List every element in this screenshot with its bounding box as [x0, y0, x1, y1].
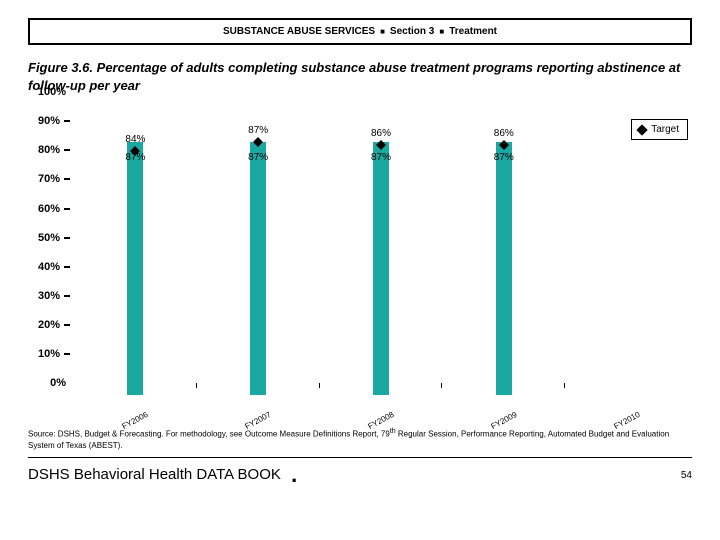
y-tick-label: 30%	[38, 290, 60, 302]
y-tick-mark	[64, 208, 70, 210]
x-label-cell: FY2007	[197, 405, 320, 425]
bar-value-label: 87%	[248, 152, 268, 163]
x-label-cell: FY2010	[565, 405, 688, 425]
y-tick-mark	[64, 353, 70, 355]
book-title-text: DSHS Behavioral Health DATA BOOK	[28, 466, 281, 483]
x-tick-cell	[442, 397, 565, 405]
chart: Target 0%10%20%30%40%50%60%70%80%90%100%…	[28, 104, 692, 419]
target-value-label: 86%	[371, 128, 391, 139]
page-number: 54	[681, 470, 692, 481]
figure-title-text: Percentage of adults completing substanc…	[28, 60, 680, 93]
bar	[496, 142, 512, 395]
target-value-label: 84%	[125, 134, 145, 145]
bar-cell: 87% 86%	[320, 104, 443, 395]
bar-row: 87%84% 87% 87% 87% 86% 87% 86%	[74, 104, 688, 395]
x-label-cell: FY2008	[320, 405, 443, 425]
bar-value-label: 87%	[494, 152, 514, 163]
y-tick-mark	[64, 149, 70, 151]
bar-value-label: 87%	[371, 152, 391, 163]
x-label-cell: FY2009	[442, 405, 565, 425]
y-tick-label: 10%	[38, 348, 60, 360]
x-ticks	[74, 397, 688, 405]
y-tick: 50%	[38, 232, 70, 244]
y-tick-label: 80%	[38, 144, 60, 156]
figure-number: Figure 3.6.	[28, 60, 93, 75]
y-tick-label: 90%	[38, 115, 60, 127]
y-tick-label: 40%	[38, 261, 60, 273]
bar	[127, 142, 143, 395]
y-tick: 20%	[38, 319, 70, 331]
y-tick-mark	[64, 295, 70, 297]
x-tick-cell	[320, 397, 443, 405]
header-service: SUBSTANCE ABUSE SERVICES	[223, 26, 375, 37]
y-tick-mark	[64, 178, 70, 180]
target-value-label: 86%	[494, 128, 514, 139]
y-tick: 80%	[38, 144, 70, 156]
book-title-dot: .	[285, 462, 297, 487]
y-tick-label: 100%	[38, 86, 66, 98]
footer: DSHS Behavioral Health DATA BOOK . 54	[28, 462, 692, 488]
header-section: Section 3	[390, 26, 434, 37]
y-tick: 100%	[38, 86, 70, 98]
y-axis: 0%10%20%30%40%50%60%70%80%90%100%	[28, 104, 70, 395]
source-note: Source: DSHS, Budget & Forecasting. For …	[28, 427, 692, 451]
y-tick: 40%	[38, 261, 70, 273]
y-tick-mark	[64, 324, 70, 326]
y-tick: 30%	[38, 290, 70, 302]
book-title: DSHS Behavioral Health DATA BOOK .	[28, 462, 297, 488]
bar	[373, 142, 389, 395]
x-labels: FY2006FY2007FY2008FY2009FY2010	[74, 405, 688, 425]
header-box: SUBSTANCE ABUSE SERVICES ■ Section 3 ■ T…	[28, 18, 692, 45]
x-tick-cell	[197, 397, 320, 405]
y-tick-label: 0%	[50, 377, 66, 389]
y-tick: 0%	[50, 377, 70, 389]
y-tick-mark	[64, 266, 70, 268]
y-tick-label: 20%	[38, 319, 60, 331]
x-tick-cell	[74, 397, 197, 405]
y-tick-mark	[64, 120, 70, 122]
y-tick-label: 50%	[38, 232, 60, 244]
y-tick-mark	[64, 237, 70, 239]
target-value-label: 87%	[248, 125, 268, 136]
figure-title: Figure 3.6. Percentage of adults complet…	[28, 59, 692, 94]
header-sep-2: ■	[437, 27, 446, 36]
y-tick: 10%	[38, 348, 70, 360]
footer-rule	[28, 457, 692, 458]
y-tick-label: 60%	[38, 203, 60, 215]
header-topic: Treatment	[449, 26, 497, 37]
bar-cell: 87% 86%	[442, 104, 565, 395]
y-tick: 70%	[38, 173, 70, 185]
plot-area: 87%84% 87% 87% 87% 86% 87% 86%	[74, 104, 688, 395]
header-sep-1: ■	[378, 27, 387, 36]
bar-cell	[565, 104, 688, 395]
bar-cell: 87%84%	[74, 104, 197, 395]
source-text-a: Source: DSHS, Budget & Forecasting. For …	[28, 430, 390, 439]
x-label-cell: FY2006	[74, 405, 197, 425]
y-tick: 90%	[38, 115, 70, 127]
bar-cell: 87% 87%	[197, 104, 320, 395]
y-tick-label: 70%	[38, 173, 60, 185]
x-tick-cell	[565, 397, 688, 405]
bar	[250, 142, 266, 395]
y-tick: 60%	[38, 203, 70, 215]
